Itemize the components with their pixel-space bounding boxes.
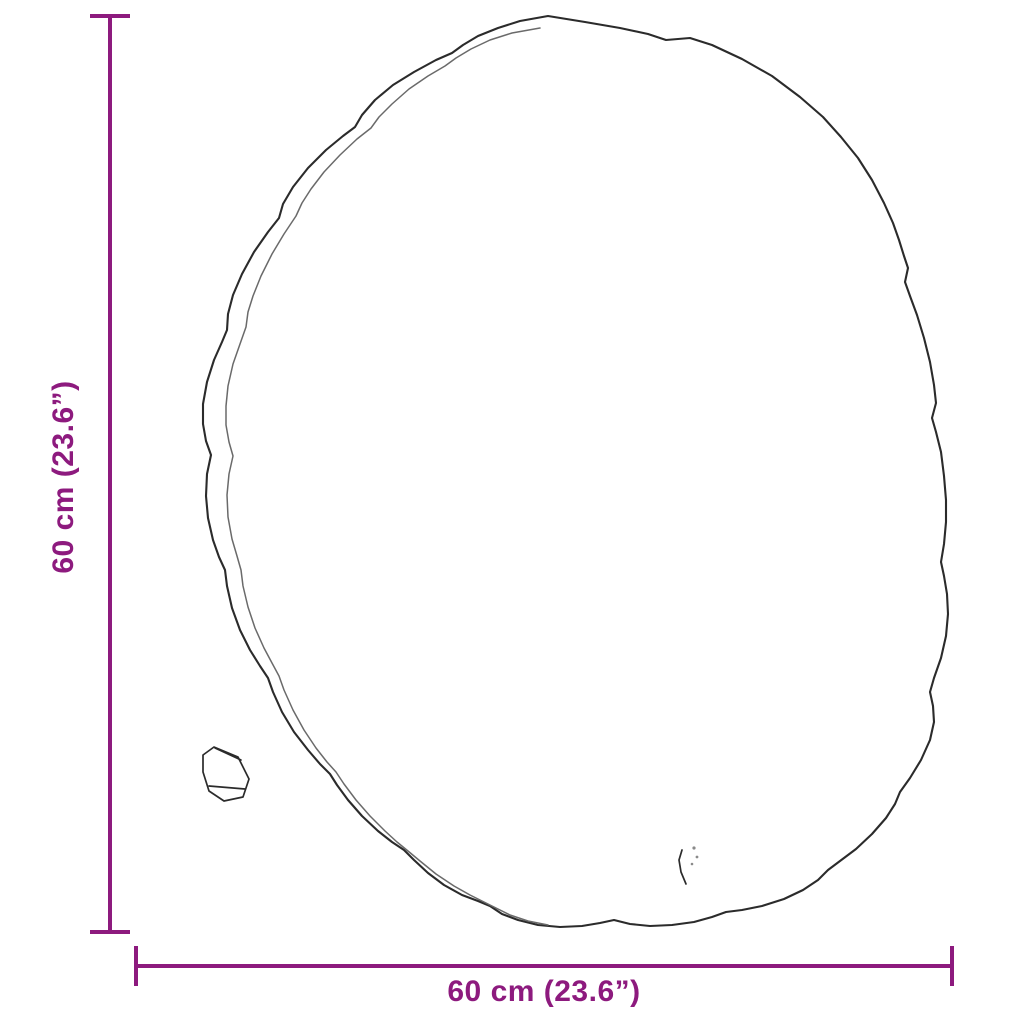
- speck-dot: [692, 846, 696, 850]
- horizontal-dimension-line: [134, 964, 954, 968]
- horizontal-dimension-label: 60 cm (23.6”): [447, 975, 641, 1008]
- mirror-edge-notch-inner-line: [208, 785, 246, 790]
- mirror-inner-rim-path: [225, 27, 549, 926]
- speck-dot: [695, 855, 699, 859]
- mirror-edge-notch-detail: [202, 746, 250, 802]
- vertical-dimension-cap-top: [90, 14, 130, 18]
- speck-dot: [690, 862, 694, 866]
- vertical-dimension-line: [108, 14, 112, 934]
- mirror-outer-edge-path: [201, 14, 950, 929]
- horizontal-dimension-cap-right: [950, 946, 954, 986]
- mirror-edge-notch-upper-line: [214, 747, 242, 761]
- horizontal-dimension-cap-left: [134, 946, 138, 986]
- vertical-dimension-label: 60 cm (23.6”): [47, 380, 80, 574]
- vertical-dimension-cap-bottom: [90, 930, 130, 934]
- mirror-surface-crease-detail: [678, 849, 687, 885]
